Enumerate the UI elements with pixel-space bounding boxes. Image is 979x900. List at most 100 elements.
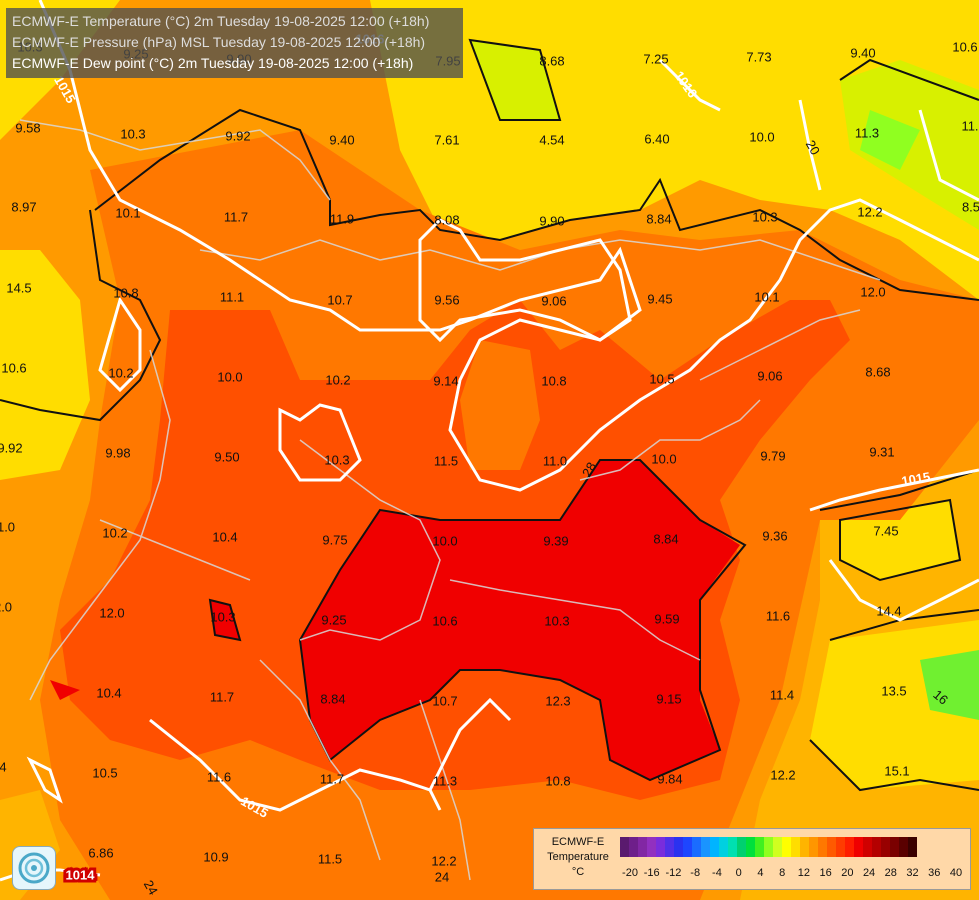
temperature-value: 9.36 xyxy=(762,528,787,543)
temperature-value: 9.58 xyxy=(15,120,40,135)
temperature-value: 12.3 xyxy=(545,693,570,708)
legend-tick-label: 8 xyxy=(779,867,786,879)
temperature-value: 10.8 xyxy=(541,373,566,388)
legend-swatch xyxy=(719,837,728,857)
temperature-value: 9.31 xyxy=(869,444,894,459)
legend-tick-label: -20 xyxy=(622,867,638,879)
temperature-value: 10.2 xyxy=(108,365,133,380)
temperature-value: 7.73 xyxy=(746,49,771,64)
ecmwf-logo-icon xyxy=(12,846,56,890)
temperature-value: 8.68 xyxy=(539,53,564,68)
temperature-value: 9.98 xyxy=(105,445,130,460)
temperature-value: 8.84 xyxy=(646,211,671,226)
isobar-label: 1015 xyxy=(900,469,931,489)
legend-swatch xyxy=(791,837,800,857)
legend-tick-label: 28 xyxy=(884,867,897,879)
legend-title-line: Temperature xyxy=(547,851,609,863)
temperature-value: 1.0 xyxy=(0,519,15,534)
dewpoint-label: 24 xyxy=(141,877,161,897)
temperature-value: 11.6 xyxy=(766,608,790,623)
temperature-value: 10.7 xyxy=(327,292,352,307)
dewpoint-labels: 20 28 24 24 16 xyxy=(141,137,951,897)
temperature-value: 11.7 xyxy=(224,209,248,224)
temperature-value: 10.8 xyxy=(545,773,570,788)
temperature-value: 11.3 xyxy=(433,773,457,788)
temperature-value: 9.92 xyxy=(225,128,250,143)
temperature-value: 12.0 xyxy=(99,605,124,620)
legend-swatch xyxy=(620,837,629,857)
legend-swatch xyxy=(809,837,818,857)
isobar-labels: 101510161015101510141016 xyxy=(51,31,931,885)
country-borders xyxy=(19,119,881,881)
isobar-label: 1014 xyxy=(66,867,96,882)
temperature-value: 9.84 xyxy=(657,771,682,786)
temperature-value: 14.4 xyxy=(876,603,901,618)
temperature-value: 8.84 xyxy=(653,531,678,546)
legend-swatch xyxy=(818,837,827,857)
temperature-value: 10.5 xyxy=(92,765,117,780)
temperature-value: 10.1 xyxy=(115,205,140,220)
temperature-value: 8.68 xyxy=(865,364,890,379)
temperature-value: 10.3 xyxy=(752,209,777,224)
temperature-value: 12.2 xyxy=(857,204,882,219)
dewpoint-label: 28 xyxy=(579,459,599,479)
temperature-value: 7.45 xyxy=(873,523,898,538)
color-legend: ECMWF-E Temperature °C -20 -16 -12 -8 -4 0 4 8 1… xyxy=(533,828,971,890)
temperature-value: 10.0 xyxy=(651,451,676,466)
legend-swatch xyxy=(863,837,872,857)
legend-tick-label: 24 xyxy=(862,867,876,879)
temperature-value: 11.4 xyxy=(770,687,794,702)
temperature-value: 10.9 xyxy=(203,849,228,864)
legend-tick-label: -12 xyxy=(665,867,682,879)
legend-swatch xyxy=(647,837,656,857)
temperature-value: 10.8 xyxy=(113,285,138,300)
legend-swatch xyxy=(899,837,908,857)
legend-swatch xyxy=(656,837,665,857)
legend-swatch xyxy=(854,837,863,857)
temperature-value: 4 xyxy=(0,759,7,774)
temperature-value: 9.79 xyxy=(760,448,785,463)
legend-tick-label: -16 xyxy=(643,867,660,879)
legend-swatch xyxy=(728,837,737,857)
temperature-value: 8.84 xyxy=(320,691,345,706)
legend-swatch xyxy=(890,837,899,857)
legend-swatch xyxy=(836,837,845,857)
temperature-value: 10.2 xyxy=(325,372,350,387)
temperature-value: 12.2 xyxy=(770,767,795,782)
temperature-value: 10.6 xyxy=(1,360,26,375)
temperature-value: 10.3 xyxy=(120,126,145,141)
temperature-value: 9.56 xyxy=(434,292,459,307)
temperature-value: 9.75 xyxy=(322,532,347,547)
temperature-value: 14.5 xyxy=(6,280,31,295)
temperature-value: 9.50 xyxy=(214,449,239,464)
temperature-value: 6.40 xyxy=(644,131,669,146)
temperature-value: 10.7 xyxy=(432,693,457,708)
temperature-value: 12.2 xyxy=(431,853,456,868)
temperature-value: 9.40 xyxy=(850,45,875,60)
temperature-value: 10.3 xyxy=(324,452,349,467)
temperature-value: 9.59 xyxy=(654,611,679,626)
temperature-value: 11. xyxy=(961,118,978,133)
temperature-value: 8.08 xyxy=(434,212,459,227)
dewpoint-label: 20 xyxy=(803,137,823,157)
dewpoint-label: 24 xyxy=(435,869,449,884)
temperature-value: 10.3 xyxy=(544,613,569,628)
legend-title-line: ECMWF-E xyxy=(551,836,605,848)
legend-color-bar xyxy=(620,837,917,857)
temperature-value: 6.86 xyxy=(88,845,113,860)
legend-swatch xyxy=(638,837,647,857)
temperature-values: 10.39.259.907.958.687.257.739.4010.69.58… xyxy=(0,39,979,868)
temperature-value: 10.6 xyxy=(952,39,977,54)
temperature-value: 13.5 xyxy=(881,683,906,698)
legend-swatch xyxy=(629,837,638,857)
temperature-value: 7.25 xyxy=(643,51,668,66)
temperature-value: 11.7 xyxy=(210,689,234,704)
temperature-value: 4.54 xyxy=(539,132,564,147)
temperature-value: 11.0 xyxy=(543,453,567,468)
legend-swatch xyxy=(746,837,755,857)
temperature-value: 9.06 xyxy=(541,293,566,308)
legend-tick-label: 12 xyxy=(797,867,810,879)
legend-swatch xyxy=(755,837,764,857)
temperature-value: 11.9 xyxy=(330,211,354,226)
